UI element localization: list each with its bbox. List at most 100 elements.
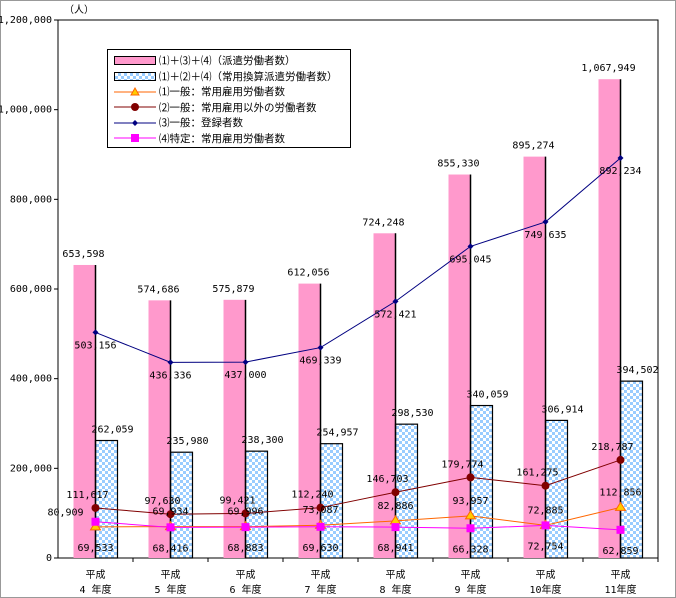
y-tick-label: 1,000,000 [0, 105, 52, 116]
circle-marker-icon [114, 102, 156, 112]
legend-label: ⑷特定：常用雇用労働者数 [159, 132, 285, 145]
data-label: 80,909 [47, 508, 83, 519]
data-label: 111,617 [66, 490, 108, 501]
data-label: 262,059 [91, 425, 133, 436]
circle-marker [541, 481, 550, 490]
bar-dispatched [448, 174, 471, 559]
legend-label: ⑵一般：常用雇用以外の労働者数 [159, 101, 317, 114]
x-tick-label: 9 年度 [454, 583, 486, 596]
square-marker [91, 517, 100, 526]
data-label: 69,533 [77, 543, 113, 554]
diamond-marker [392, 298, 399, 305]
data-label: 146,703 [366, 474, 408, 485]
legend-item: ⑶一般：登録者数 [114, 115, 350, 131]
data-label: 574,686 [137, 284, 179, 295]
data-label: 855,330 [437, 159, 479, 170]
circle-marker [466, 473, 475, 482]
y-tick-label: 800,000 [10, 194, 52, 205]
triangle-marker-icon [114, 86, 156, 97]
bar-dispatched [523, 156, 546, 558]
data-label: 69,996 [227, 507, 263, 518]
data-label: 161,275 [516, 468, 558, 479]
data-label: 179,774 [441, 459, 483, 470]
bar-dispatched [148, 300, 171, 558]
y-tick-label: 600,000 [10, 284, 52, 295]
data-label: 469,339 [299, 356, 341, 367]
x-tick-label: 5 年度 [154, 583, 186, 596]
data-label: 68,941 [377, 543, 413, 554]
y-tick-label: 0 [46, 553, 52, 564]
circle-marker [391, 488, 400, 497]
data-label: 93,957 [452, 496, 488, 507]
legend-item: ⑵一般：常用雇用以外の労働者数 [114, 100, 350, 116]
series-line [95, 459, 621, 515]
circle-marker [166, 510, 175, 519]
data-label: 306,914 [541, 404, 583, 415]
data-label: 695,045 [449, 254, 491, 265]
legend-item: ⑷特定：常用雇用労働者数 [114, 131, 350, 147]
y-tick-label: 1,200,000 [0, 15, 52, 26]
data-label: 82,886 [377, 501, 413, 512]
data-label: 254,957 [316, 428, 358, 439]
data-label: 66,328 [452, 544, 488, 555]
bar-dispatched [298, 283, 321, 558]
x-tick-label: 7 年度 [304, 583, 336, 596]
legend-label: ⑴一般：常用雇用労働者数 [159, 86, 285, 99]
diamond-marker [467, 243, 474, 250]
x-tick-label: 11年度 [604, 583, 636, 596]
bar-fulltime-equivalent [544, 419, 569, 559]
data-label: 749,635 [524, 230, 566, 241]
square-marker [466, 524, 475, 533]
triangle-marker [464, 509, 477, 520]
bar-dispatched [598, 79, 621, 558]
data-label: 218,787 [591, 442, 633, 453]
series-line [95, 157, 621, 363]
data-label: 437,000 [224, 370, 266, 381]
circle-marker [241, 509, 250, 518]
data-label: 97,630 [144, 496, 180, 507]
pink-swatch-icon [114, 56, 156, 66]
data-label: 112,856 [599, 487, 641, 498]
data-label: 1,067,949 [581, 63, 635, 74]
data-label: 235,980 [166, 436, 208, 447]
square-marker [616, 525, 625, 534]
series-line [95, 506, 621, 528]
data-label: 62,859 [602, 546, 638, 557]
data-label: 73,087 [302, 505, 338, 516]
circle-marker [91, 503, 100, 512]
data-label: 298,530 [391, 408, 433, 419]
square-marker [241, 523, 250, 532]
diamond-marker [242, 359, 249, 366]
bar-fulltime-equivalent [319, 443, 344, 559]
y-tick-label: 400,000 [10, 374, 52, 385]
legend-item: ⑴一般：常用雇用労働者数 [114, 84, 350, 100]
data-label: 340,059 [466, 390, 508, 401]
square-marker [166, 523, 175, 532]
legend-label: ⑴＋⑵＋⑷（常用換算派遣労働者数） [159, 70, 338, 83]
data-label: 394,502 [616, 365, 658, 376]
circle-marker [316, 503, 325, 512]
legend-label: ⑴＋⑶＋⑷（派遣労働者数） [159, 55, 296, 68]
data-label: 575,879 [212, 284, 254, 295]
checker-swatch-icon [114, 71, 156, 81]
x-tick-label: 平成 [386, 569, 406, 581]
legend-item: ⑴＋⑵＋⑷（常用換算派遣労働者数） [114, 69, 350, 85]
legend-item: ⑴＋⑶＋⑷（派遣労働者数） [114, 53, 350, 69]
bar-dispatched [73, 264, 96, 558]
data-label: 69,630 [302, 543, 338, 554]
unit-label: （人） [64, 4, 94, 16]
square-marker [316, 522, 325, 531]
x-tick-label: 平成 [86, 569, 106, 581]
diamond-marker-icon [114, 118, 156, 128]
x-tick-label: 4 年度 [79, 583, 111, 596]
series-line [95, 521, 621, 531]
x-tick-label: 平成 [161, 569, 181, 581]
circle-marker [616, 455, 625, 464]
square-marker-icon [114, 133, 156, 143]
x-tick-label: 6 年度 [229, 583, 261, 596]
data-label: 69,934 [152, 507, 188, 518]
data-label: 503,156 [74, 340, 116, 351]
x-tick-label: 平成 [311, 569, 331, 581]
bar-dispatched [223, 299, 246, 558]
bar-dispatched [373, 233, 396, 559]
